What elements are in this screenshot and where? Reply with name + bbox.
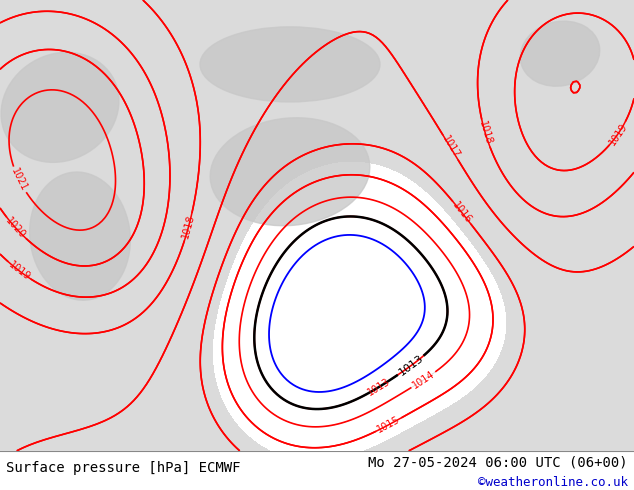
Ellipse shape bbox=[30, 172, 131, 300]
Text: 1016: 1016 bbox=[450, 200, 474, 225]
Text: 1018: 1018 bbox=[477, 120, 494, 147]
Text: Surface pressure [hPa] ECMWF: Surface pressure [hPa] ECMWF bbox=[6, 462, 241, 475]
Ellipse shape bbox=[210, 118, 370, 226]
Text: 1014: 1014 bbox=[410, 369, 436, 391]
Text: Mo 27-05-2024 06:00 UTC (06+00): Mo 27-05-2024 06:00 UTC (06+00) bbox=[368, 456, 628, 469]
Text: 1013: 1013 bbox=[397, 353, 425, 378]
Ellipse shape bbox=[521, 21, 600, 86]
Text: 1013: 1013 bbox=[366, 376, 392, 397]
Text: 1019: 1019 bbox=[607, 121, 629, 147]
Text: 1017: 1017 bbox=[440, 134, 461, 161]
Text: 1018: 1018 bbox=[181, 214, 197, 240]
Text: 1019: 1019 bbox=[6, 259, 32, 282]
Text: 1015: 1015 bbox=[375, 415, 402, 435]
Ellipse shape bbox=[200, 27, 380, 102]
Text: ©weatheronline.co.uk: ©weatheronline.co.uk bbox=[477, 476, 628, 489]
Text: 1020: 1020 bbox=[4, 216, 28, 241]
Text: 1021: 1021 bbox=[9, 167, 29, 193]
Ellipse shape bbox=[1, 52, 119, 162]
